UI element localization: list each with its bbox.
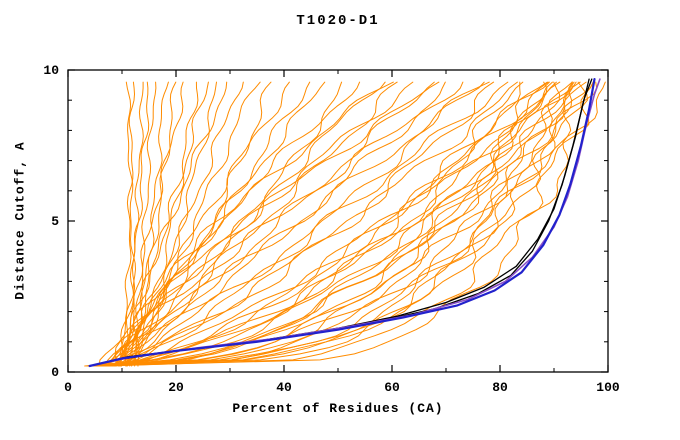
- orange-model-curve: [101, 81, 311, 367]
- y-tick-label: 10: [43, 63, 59, 78]
- x-tick-label: 60: [384, 380, 400, 395]
- x-tick-label: 100: [596, 380, 620, 395]
- orange-model-curve: [100, 81, 518, 367]
- orange-model-curve: [120, 81, 199, 367]
- orange-model-curve: [107, 81, 550, 367]
- orange-model-curve: [95, 81, 573, 367]
- orange-model-curve: [113, 81, 446, 367]
- orange-model-curve: [125, 81, 140, 367]
- orange-model-curve: [108, 81, 573, 367]
- orange-model-curve: [95, 81, 548, 367]
- orange-model-curve: [93, 81, 598, 367]
- orange-model-curve: [106, 81, 209, 367]
- orange-model-curve: [105, 81, 398, 367]
- orange-model-curve: [125, 81, 144, 367]
- orange-model-curve: [108, 81, 495, 367]
- orange-model-curve: [129, 81, 290, 367]
- x-tick-label: 80: [492, 380, 508, 395]
- orange-model-curve: [115, 81, 326, 367]
- x-tick-label: 40: [276, 380, 292, 395]
- orange-model-curve: [84, 81, 524, 367]
- orange-model-curve: [96, 81, 606, 367]
- orange-model-curve: [106, 81, 594, 367]
- orange-model-curve: [114, 81, 435, 367]
- y-tick-label: 0: [51, 365, 59, 380]
- plot-frame: [67, 69, 609, 373]
- orange-model-curve: [117, 81, 272, 367]
- orange-model-curve: [92, 81, 557, 367]
- orange-model-curve: [137, 81, 217, 367]
- orange-model-curve: [112, 81, 244, 367]
- orange-model-curve: [104, 81, 521, 367]
- orange-model-curve: [131, 81, 261, 367]
- orange-model-curve: [134, 81, 157, 367]
- orange-model-curve: [120, 81, 361, 367]
- orange-model-curve: [126, 81, 177, 367]
- chart-title: T1020-D1: [296, 13, 380, 29]
- y-axis-label: Distance Cutoff, A: [12, 141, 28, 300]
- orange-model-curve: [115, 81, 549, 367]
- y-tick-label: 5: [51, 214, 59, 229]
- orange-model-curve: [86, 81, 577, 367]
- orange-model-curve: [114, 81, 485, 367]
- orange-model-curve: [111, 81, 509, 367]
- x-tick-label: 20: [168, 380, 184, 395]
- orange-model-curve: [119, 81, 135, 367]
- orange-model-curve: [120, 81, 169, 367]
- x-tick-label: 0: [64, 380, 72, 395]
- orange-model-curve: [90, 81, 588, 367]
- orange-model-curve: [97, 81, 560, 367]
- orange-model-curve: [104, 81, 575, 367]
- orange-model-curve: [97, 81, 553, 367]
- x-axis-label: Percent of Residues (CA): [232, 401, 444, 416]
- orange-model-curve: [105, 81, 548, 367]
- orange-model-curve: [114, 81, 394, 367]
- blue-model-curve: [88, 77, 596, 368]
- orange-model-curve: [100, 81, 587, 367]
